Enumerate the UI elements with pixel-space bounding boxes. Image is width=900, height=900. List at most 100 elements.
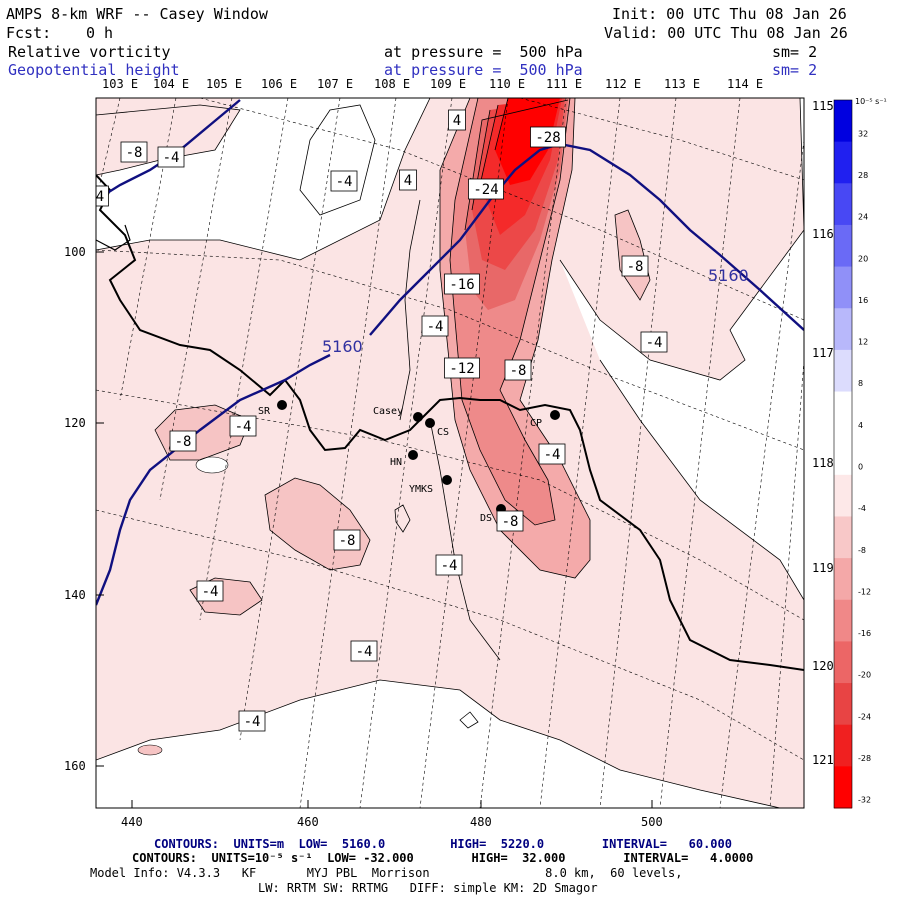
map-content: SR Casey CS HN YMKS DS CP 5160 5160 -8 -4…: [96, 98, 804, 808]
vorticity-label-box: [504, 359, 532, 381]
init-time: Init: 00 UTC Thu 08 Jan 26: [612, 5, 847, 23]
colorbar-label: -24: [858, 712, 871, 721]
vorticity-label: -8: [504, 359, 532, 381]
vorticity-label: 4: [448, 109, 466, 131]
colorbar-label: 32: [858, 129, 868, 138]
colorbar-swatch: [834, 349, 852, 393]
vorticity-label-box: [421, 315, 449, 337]
lon-label-108: 108 E: [374, 77, 410, 91]
station-label-cs: CS: [437, 427, 449, 438]
vorticity-shade-28: [495, 98, 560, 185]
vorticity-label-text: -24: [473, 182, 498, 198]
forecast-label: Fcst:: [6, 24, 52, 42]
colorbar-label: 28: [858, 171, 868, 180]
vorticity-label: -16: [444, 273, 480, 295]
vorticity-label: -4: [238, 710, 266, 732]
vorticity-label-text: -28: [535, 130, 560, 146]
vorticity-contours: [96, 98, 804, 808]
vorticity-label-text: -16: [449, 277, 474, 293]
colorbar-swatch: [834, 141, 852, 184]
vorticity-label-box: [399, 169, 417, 191]
colorbar-label: -8: [858, 546, 866, 555]
vorticity-label-box: [157, 146, 185, 168]
station-dot-hn: [408, 450, 418, 460]
colorbar-label: -28: [858, 754, 871, 763]
vorticity-label: -4: [330, 170, 358, 192]
positive-vorticity-cell: [195, 456, 229, 474]
footer-height-contours: CONTOURS: UNITS=m LOW= 5160.0 HIGH= 5220…: [154, 837, 732, 851]
x-tick-460: 460: [297, 815, 319, 829]
colorbar-swatch: [834, 766, 852, 809]
colorbar-label: 20: [858, 254, 868, 263]
field1-level: at pressure = 500 hPa: [384, 43, 583, 61]
vorticity-label: -8: [120, 141, 148, 163]
vorticity-label-box: [444, 357, 480, 379]
vorticity-label: 4: [399, 169, 417, 191]
footer-physics: LW: RRTM SW: RRTMG DIFF: simple KM: 2D S…: [258, 881, 598, 895]
lon-label-109: 109 E: [430, 77, 466, 91]
station-dot-ymks: [442, 475, 452, 485]
lon-label-103: 103 E: [102, 77, 138, 91]
x-tick-480: 480: [470, 815, 492, 829]
colorbar-swatch: [834, 266, 852, 309]
vorticity-label-text: -4: [441, 558, 458, 574]
colorbar-label: 4: [858, 421, 863, 430]
field2-name: Geopotential height: [8, 61, 180, 79]
vorticity-label-box: [496, 510, 524, 532]
colorbar: 32 28 24 20 16 12 8 4 0 -4 -8 -12 -16 -20 -24 -28 -32: [833, 99, 871, 809]
colorbar-label: 8: [858, 379, 863, 388]
vorticity-label: -8: [169, 430, 197, 452]
vorticity-label-text: 4: [404, 173, 412, 189]
y-tick-100: 100: [64, 245, 86, 259]
station-dot-sr: [277, 400, 287, 410]
height-label-5160-west: 5160: [322, 337, 363, 356]
vorticity-label: -4: [229, 415, 257, 437]
vorticity-label: -8: [496, 510, 524, 532]
vorticity-label-box: [468, 178, 504, 200]
colorbar-swatch: [834, 474, 852, 517]
station-dot-cp: [550, 410, 560, 420]
station-label-casey: Casey: [373, 406, 403, 417]
negative-vorticity-cell: [137, 744, 163, 756]
vorticity-shade-moderate-e: [615, 210, 650, 300]
coastline: [96, 174, 804, 671]
vorticity-label-text: -8: [175, 434, 192, 450]
vorticity-label-box: [333, 529, 361, 551]
y-tick-120: 120: [64, 416, 86, 430]
station-label-ds: DS: [480, 513, 492, 524]
vorticity-label: -4: [421, 315, 449, 337]
vorticity-label-text: -4: [336, 174, 353, 190]
lon-label-104: 104 E: [153, 77, 189, 91]
colorbar-swatch: [834, 183, 852, 226]
map-frame: [95, 97, 805, 809]
x-tick-440: 440: [121, 815, 143, 829]
colorbar-label: -12: [858, 587, 871, 596]
axis-ticks: [96, 251, 653, 808]
colorbar-swatch: [834, 641, 852, 684]
vorticity-label-text: 4: [96, 189, 104, 205]
footer-vorticity-contours: CONTOURS: UNITS=10⁻⁵ s⁻¹ LOW= -32.000 HI…: [132, 851, 754, 865]
vorticity-label-box: [229, 415, 257, 437]
vorticity-label: -28: [530, 126, 566, 148]
vorticity-label-text: -8: [339, 533, 356, 549]
colorbar-unit: 10⁻⁵ s⁻¹: [855, 97, 887, 106]
vorticity-label: -4: [538, 443, 566, 465]
vorticity-label: -24: [468, 178, 504, 200]
lon-label-113: 113 E: [664, 77, 700, 91]
colorbar-frame: [833, 99, 853, 809]
colorbar-label: 12: [858, 338, 868, 347]
vorticity-label-box: [350, 640, 378, 662]
vorticity-label: -4: [157, 146, 185, 168]
vorticity-label: -4: [435, 554, 463, 576]
vorticity-label-text: -4: [427, 319, 444, 335]
vorticity-label-text: -8: [502, 514, 519, 530]
vorticity-label-text: -8: [510, 363, 527, 379]
vorticity-label: 4: [96, 185, 109, 207]
vorticity-label-text: -4: [202, 584, 219, 600]
vorticity-label: -8: [333, 529, 361, 551]
station-label-ymks: YMKS: [409, 484, 433, 495]
colorbar-swatch: [834, 100, 852, 143]
lon-label-110: 110 E: [489, 77, 525, 91]
vorticity-label: -4: [196, 580, 224, 602]
